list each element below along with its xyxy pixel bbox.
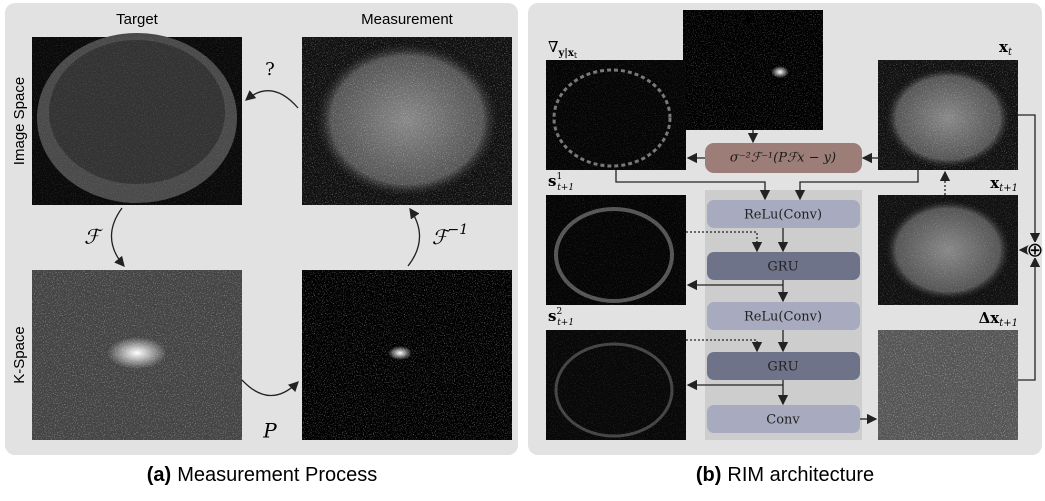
image <box>302 37 512 205</box>
target-label: Target <box>116 11 159 28</box>
sum-symbol: ⊕ <box>1027 239 1044 261</box>
block-label: GRU <box>767 360 798 375</box>
op-sup: −1 <box>448 222 469 238</box>
label-sup: 2 <box>556 307 562 317</box>
label-sub: t+1 <box>999 318 1018 329</box>
caption-text: RIM architecture <box>727 464 874 486</box>
caption-label: (a) <box>147 464 171 486</box>
image <box>878 60 1018 170</box>
image <box>878 195 1018 305</box>
caption: (b)RIM architecture <box>696 464 874 486</box>
formula: σ⁻²ℱ⁻¹(Pℱx − y) <box>730 151 836 166</box>
label-base: Δx <box>979 309 1001 327</box>
op-label: ? <box>265 59 275 80</box>
image <box>546 195 686 305</box>
image-space-label: Image Space <box>11 77 28 165</box>
figure: Target Measurement Image Space K-Space ?… <box>0 0 1045 496</box>
label-sub: t+1 <box>557 183 574 193</box>
block-label: ReLu(Conv) <box>744 310 822 325</box>
block-label: ReLu(Conv) <box>744 208 822 223</box>
caption: (a) Measurement Process <box>147 464 378 486</box>
image <box>878 330 1018 440</box>
measurement-label: Measurement <box>361 11 454 28</box>
label-base: ∇ <box>548 38 558 56</box>
image <box>32 270 242 440</box>
label-base: s <box>548 307 556 325</box>
label-sub: t+1 <box>999 183 1018 194</box>
image <box>683 10 823 130</box>
label-sub: y|x <box>557 48 574 59</box>
caption-text: Measurement Process <box>177 464 377 486</box>
image-label: y <box>743 8 754 26</box>
block-label: GRU <box>767 260 798 275</box>
label-base: s <box>548 172 556 190</box>
caption-label: (b) <box>696 464 722 486</box>
label-sub: t+1 <box>557 318 574 328</box>
image <box>546 60 686 170</box>
block-label: Conv <box>766 413 800 428</box>
image <box>32 33 242 205</box>
image <box>546 330 686 440</box>
k-space-label: K-Space <box>11 326 28 384</box>
op-label: P <box>262 419 277 443</box>
image <box>302 270 512 440</box>
label-sup: 1 <box>556 172 562 182</box>
